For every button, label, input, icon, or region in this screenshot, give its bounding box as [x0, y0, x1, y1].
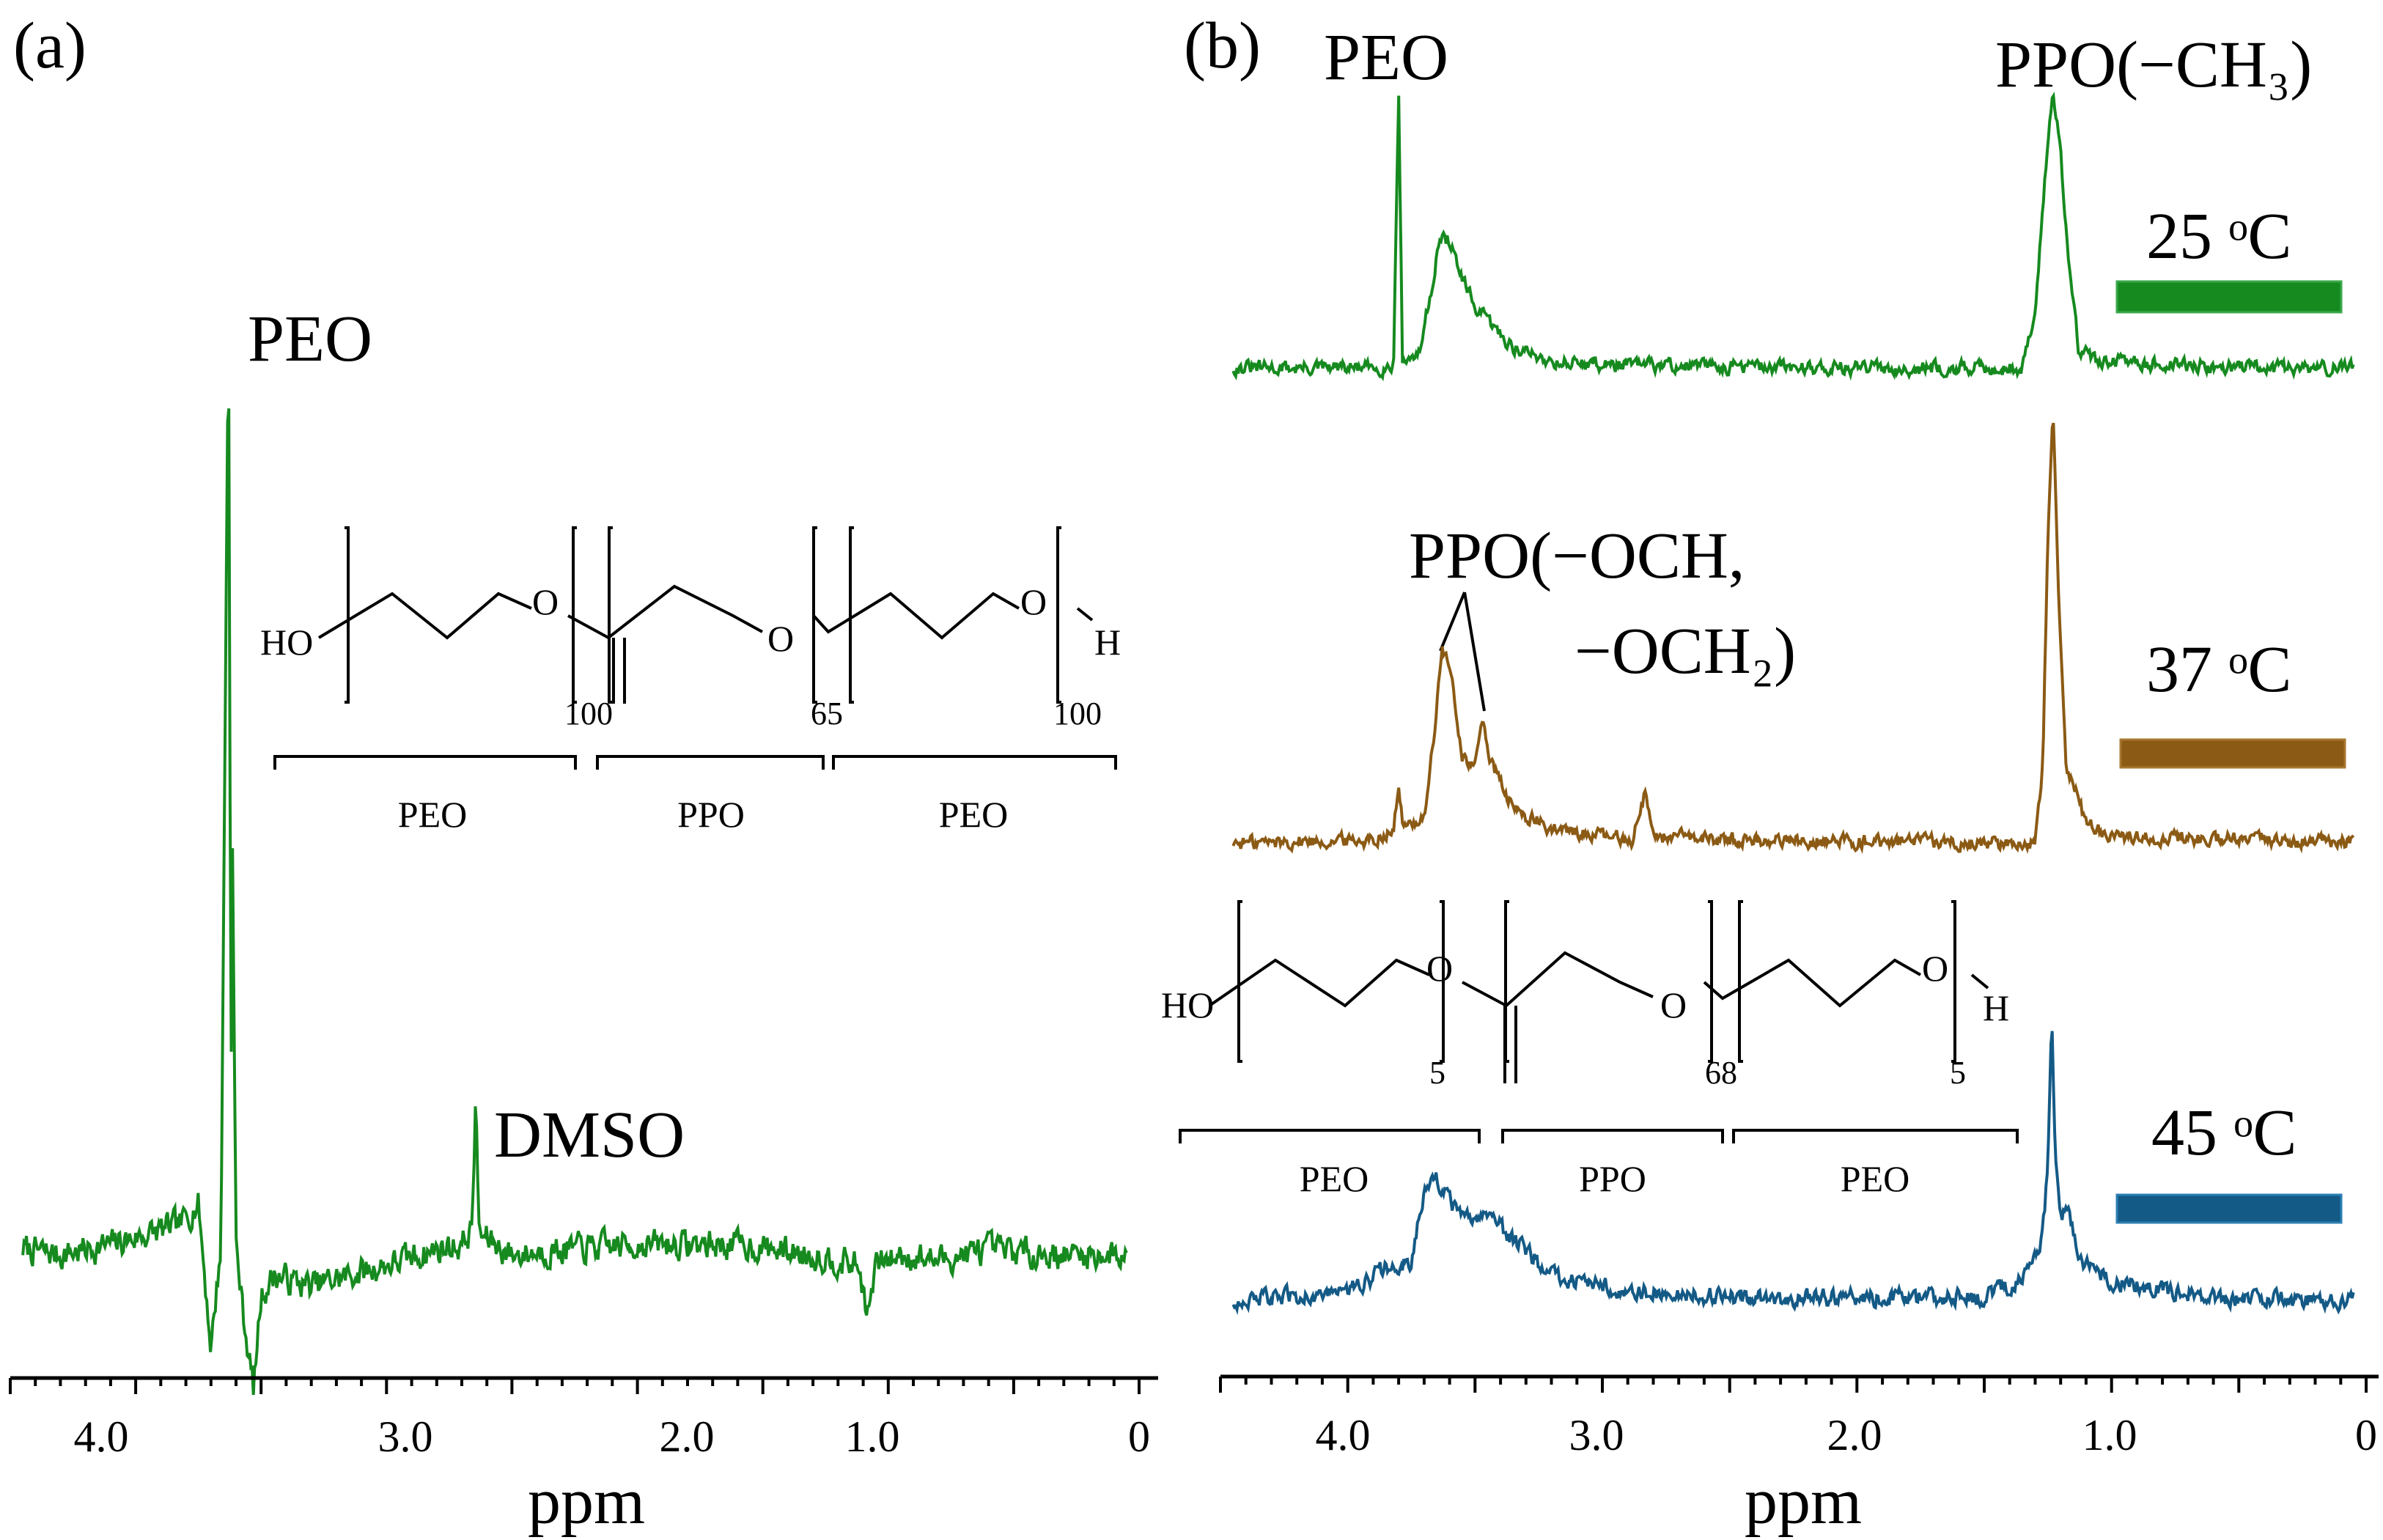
temp-label-25: 25 ᵒC — [2146, 200, 2291, 273]
legend-swatch-25 — [2115, 280, 2343, 314]
struct-a-block3: PEO — [939, 794, 1008, 835]
ppo-och-pointer-2 — [1463, 592, 1486, 712]
x-ticks-b — [1219, 1377, 2368, 1393]
x-tick-label-b-2: 2.0 — [1827, 1411, 1882, 1459]
spectrum-a-trace — [21, 408, 1128, 1395]
peak-label-ppo-ch3: PPO(−CH₃) — [1995, 29, 2312, 101]
struct-a-o3: O — [1020, 581, 1047, 622]
struct-b-o3: O — [1922, 948, 1948, 989]
temp-label-45: 45 ᵒC — [2151, 1097, 2297, 1169]
x-tick-label-b-4: 4.0 — [1316, 1411, 1371, 1459]
legend-swatch-37 — [2119, 738, 2346, 769]
structure-b — [1179, 900, 2019, 1143]
x-tick-label-b-3: 3.0 — [1569, 1411, 1624, 1459]
struct-a-n3: 100 — [1053, 696, 1102, 732]
struct-b-block1: PEO — [1300, 1158, 1369, 1199]
struct-b-block3: PEO — [1841, 1158, 1909, 1199]
struct-a-o1: O — [532, 581, 559, 622]
peak-label-peo-b: PEO — [1324, 21, 1448, 94]
panel-a: (a) PEO DMSO 4.0 3.0 2.0 1.0 0 ppm — [9, 10, 1158, 1538]
struct-a-block1: PEO — [398, 794, 467, 835]
struct-b-block2: PPO — [1579, 1158, 1646, 1199]
x-axis-label-a: ppm — [528, 1465, 645, 1538]
x-tick-label-a-4: 4.0 — [74, 1412, 129, 1461]
x-tick-label-a-0: 0 — [1128, 1412, 1150, 1461]
struct-a-ho: HO — [260, 622, 313, 663]
ppo-och-pointer-1 — [1439, 592, 1466, 652]
panel-b-label: (b) — [1184, 10, 1261, 82]
peak-label-ppo-och2: −OCH₂) — [1574, 615, 1796, 688]
struct-b-n1: 5 — [1429, 1055, 1445, 1091]
spectrum-37c-trace — [1231, 422, 2355, 855]
legend-swatch-45 — [2115, 1193, 2343, 1224]
struct-b-n3: 5 — [1950, 1055, 1966, 1091]
struct-a-n2: 65 — [811, 696, 843, 732]
peak-label-peo-a: PEO — [248, 303, 372, 375]
x-tick-label-a-2: 2.0 — [660, 1412, 715, 1461]
spectrum-25c-trace — [1231, 91, 2355, 382]
struct-b-n2: 68 — [1705, 1055, 1737, 1091]
x-axis-label-b: ppm — [1745, 1465, 1862, 1538]
temp-label-37: 37 ᵒC — [2146, 633, 2291, 706]
spectrum-45c-trace — [1231, 1031, 2355, 1316]
structure-a — [273, 526, 1117, 770]
struct-a-block2: PPO — [677, 794, 745, 835]
x-tick-label-b-1: 1.0 — [2082, 1411, 2137, 1459]
struct-a-h: H — [1094, 622, 1121, 663]
struct-b-ho: HO — [1161, 984, 1214, 1025]
struct-b-h: H — [1983, 987, 2009, 1028]
struct-a-n1: 100 — [564, 696, 613, 732]
x-tick-label-a-1: 1.0 — [845, 1412, 900, 1461]
peak-label-dmso: DMSO — [494, 1099, 685, 1171]
x-ticks-a — [9, 1378, 1141, 1394]
struct-a-o2: O — [767, 618, 794, 659]
struct-b-o1: O — [1426, 948, 1453, 989]
peak-label-ppo-och: PPO(−OCH, — [1409, 520, 1745, 592]
struct-b-o2: O — [1660, 984, 1687, 1025]
x-tick-label-b-0: 0 — [2355, 1411, 2377, 1459]
panel-b: (b) PEO PPO(−CH₃) PPO(−OCH, −OCH₂) 25 ᵒC… — [1161, 10, 2379, 1538]
x-tick-label-a-3: 3.0 — [378, 1412, 433, 1461]
panel-a-label: (a) — [13, 10, 86, 82]
